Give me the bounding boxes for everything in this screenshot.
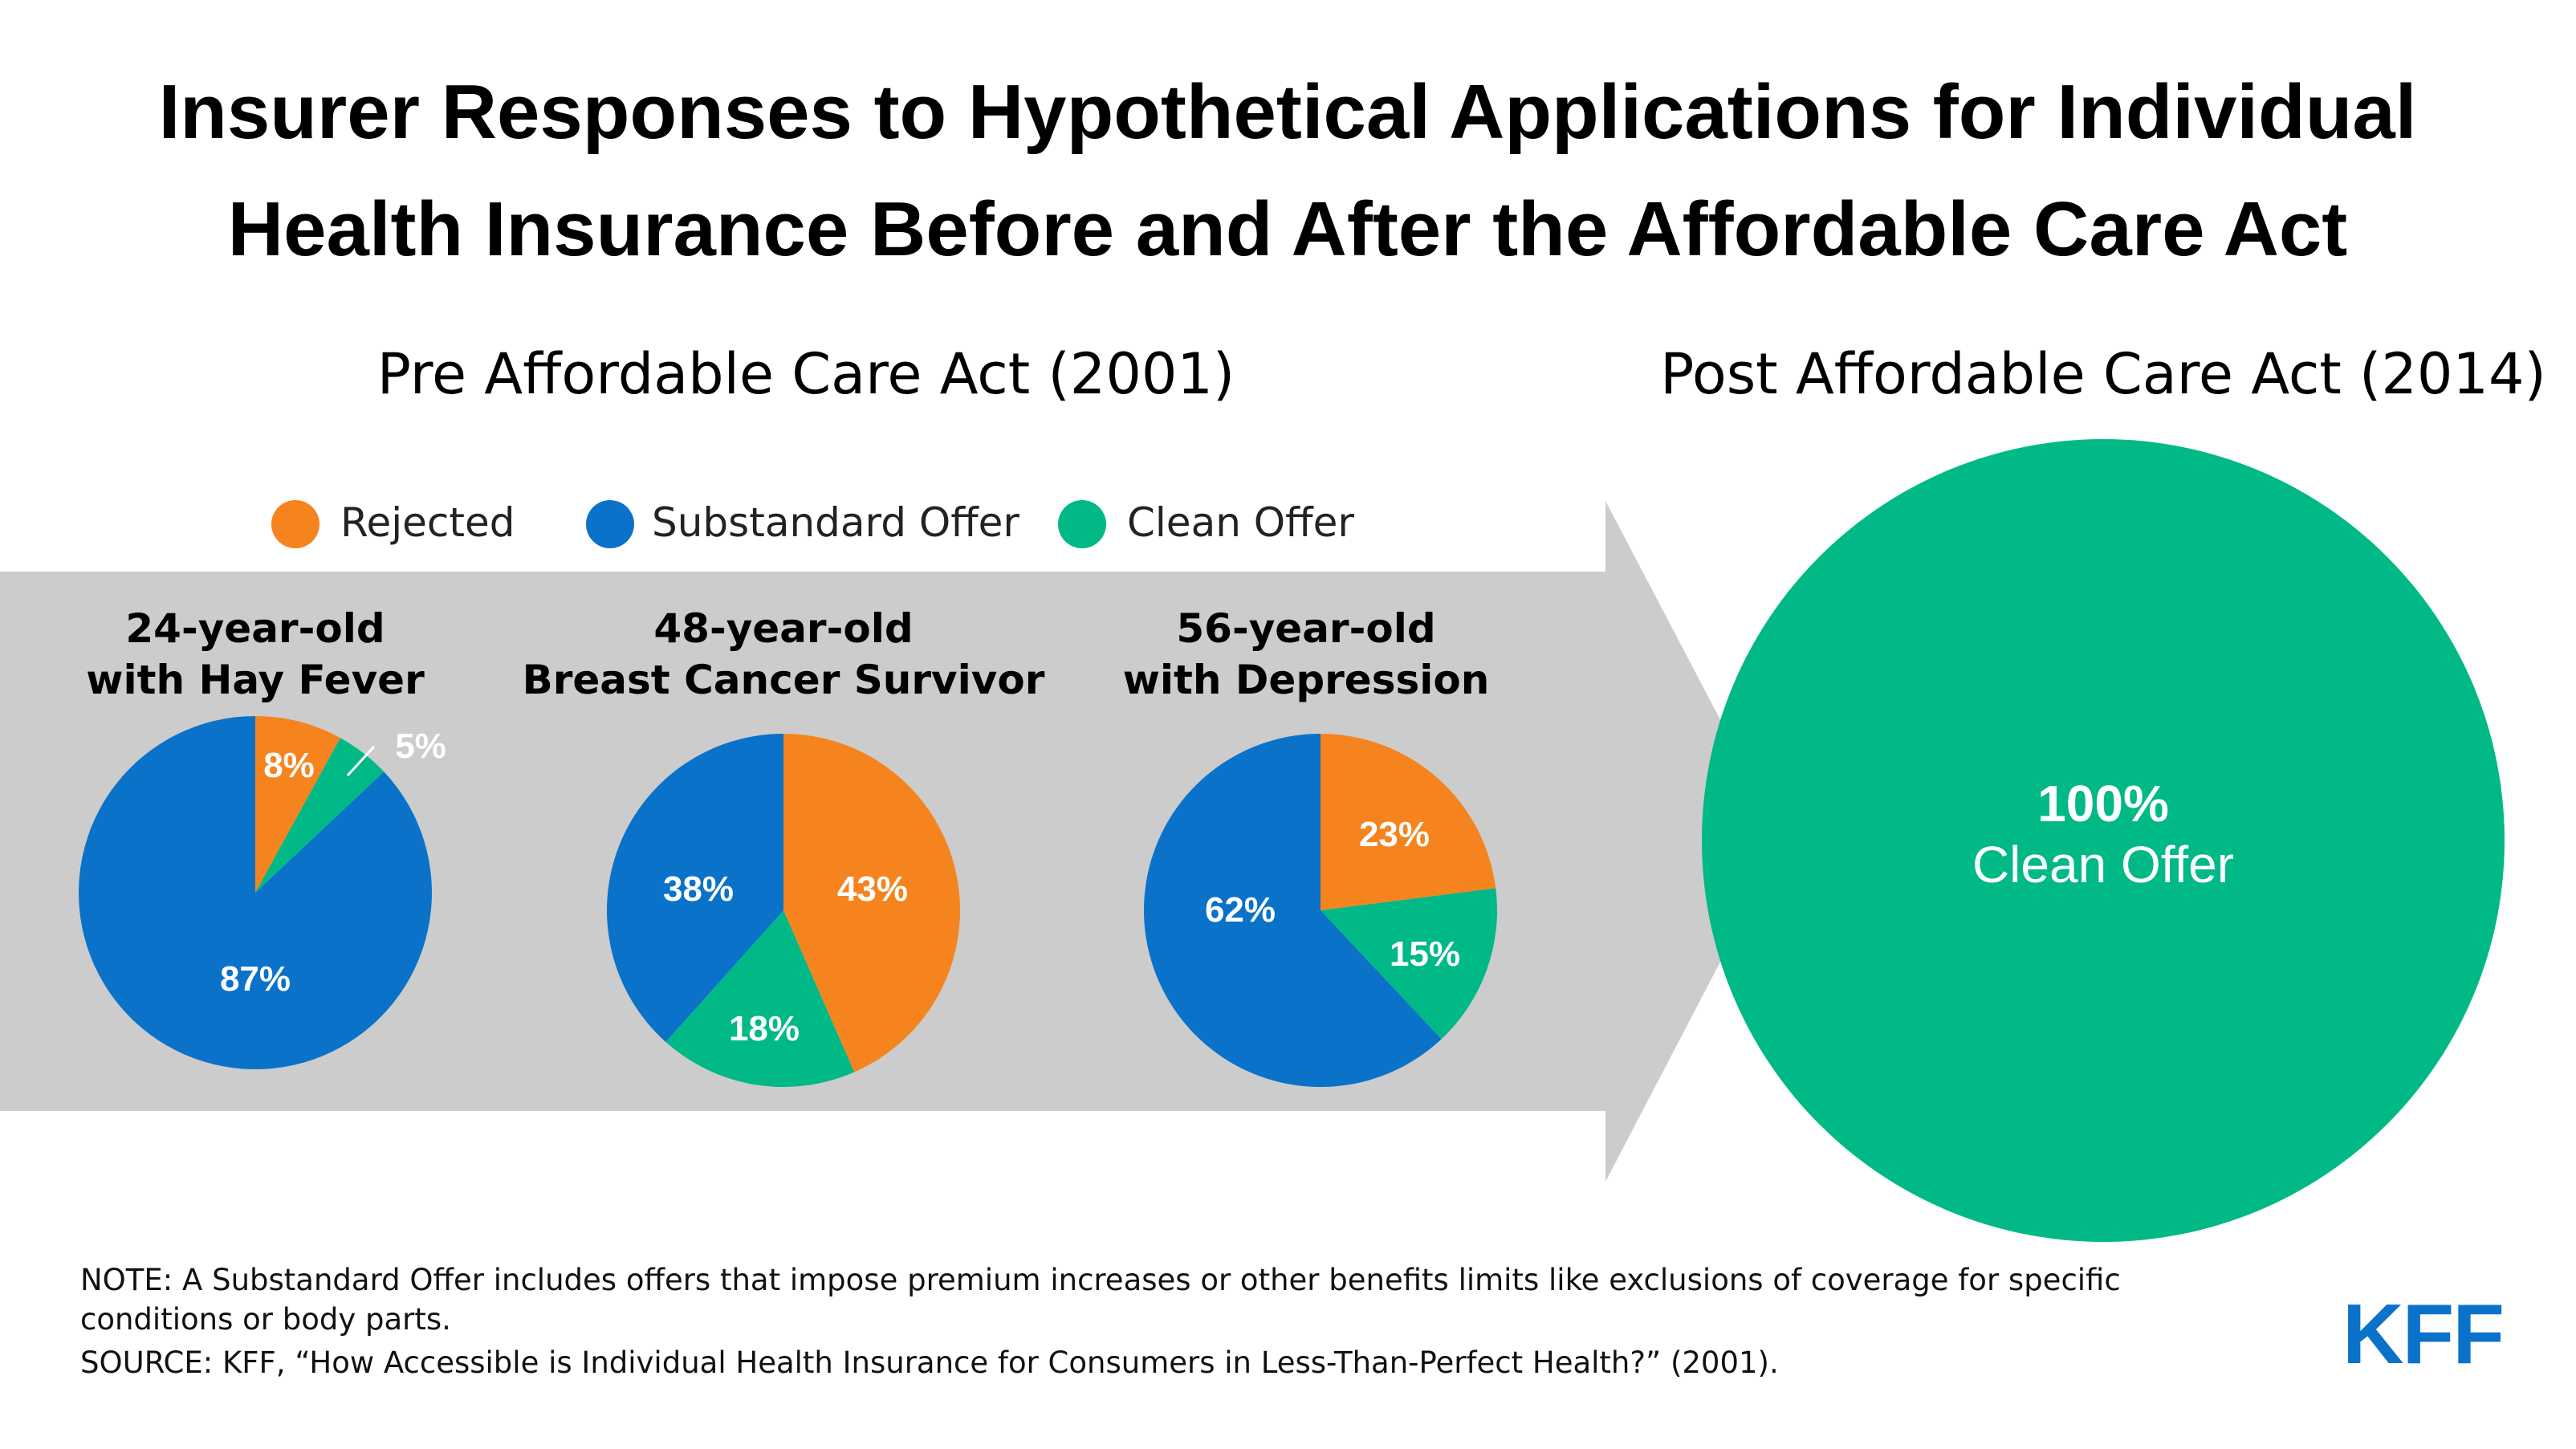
pie-charts: [78, 439, 2505, 1242]
pie2-slice-substandard-offer: [607, 734, 783, 1042]
pie2-label-clean: 18%: [729, 1009, 800, 1048]
note-line-2: conditions or body parts.: [80, 1302, 451, 1337]
pie1-clean-leader-line: [346, 745, 376, 777]
legend-swatch-rejected: [271, 500, 319, 548]
source-line: SOURCE: KFF, “How Accessible is Individu…: [80, 1345, 1779, 1380]
pie1-slice-clean-offer: [255, 738, 385, 893]
pie1-label-substandard: 87%: [220, 959, 291, 999]
pie1-slice-rejected: [255, 716, 340, 893]
title-line-1: Insurer Responses to Hypothetical Applic…: [159, 69, 2417, 155]
pie2-title-line2: Breast Cancer Survivor: [523, 657, 1045, 703]
legend-label-clean: Clean Offer: [1127, 499, 1354, 546]
pie3-title-line1: 56-year-old: [1176, 605, 1435, 652]
pie3-slice-rejected: [1321, 734, 1496, 910]
post-aca-caption: Clean Offer: [1972, 836, 2234, 893]
pie1-title-line1: 24-year-old: [125, 605, 385, 652]
pie1-slice-substandard-offer: [78, 716, 432, 1069]
title-line-2: Health Insurance Before and After the Af…: [228, 186, 2348, 272]
legend-label-rejected: Rejected: [340, 499, 515, 546]
pie3-slice-substandard-offer: [1143, 734, 1442, 1087]
pie4-slice-clean-offer: [1702, 439, 2505, 1242]
pie1-label-clean: 5%: [395, 727, 446, 766]
pie2-slice-clean-offer: [665, 910, 855, 1087]
kff-logo: KFF: [2342, 1287, 2503, 1382]
pie3-label-clean: 15%: [1390, 934, 1460, 974]
pie2-title-line1: 48-year-old: [653, 605, 913, 652]
pie3-label-substandard: 62%: [1205, 890, 1276, 930]
pie1-label-rejected: 8%: [263, 746, 315, 785]
pie2-slice-rejected: [783, 734, 960, 1073]
note-line-1: NOTE: A Substandard Offer includes offer…: [80, 1263, 2121, 1297]
legend-swatch-substandard: [586, 500, 634, 548]
pie3-title-line2: with Depression: [1123, 657, 1490, 703]
legend-label-substandard: Substandard Offer: [652, 499, 1019, 546]
legend-swatch-clean: [1058, 500, 1106, 548]
post-aca-heading: Post Affordable Care Act (2014): [1660, 341, 2546, 407]
pie1-title-line2: with Hay Fever: [86, 657, 425, 703]
legend: Rejected Substandard Offer Clean Offer: [271, 499, 1354, 548]
pre-aca-heading: Pre Affordable Care Act (2001): [377, 341, 1235, 407]
pie2-label-rejected: 43%: [837, 869, 908, 909]
pie3-label-rejected: 23%: [1359, 815, 1430, 854]
pie2-label-substandard: 38%: [663, 869, 734, 909]
pie3-slice-clean-offer: [1321, 888, 1497, 1040]
post-aca-value-label: 100%: [2037, 775, 2169, 832]
